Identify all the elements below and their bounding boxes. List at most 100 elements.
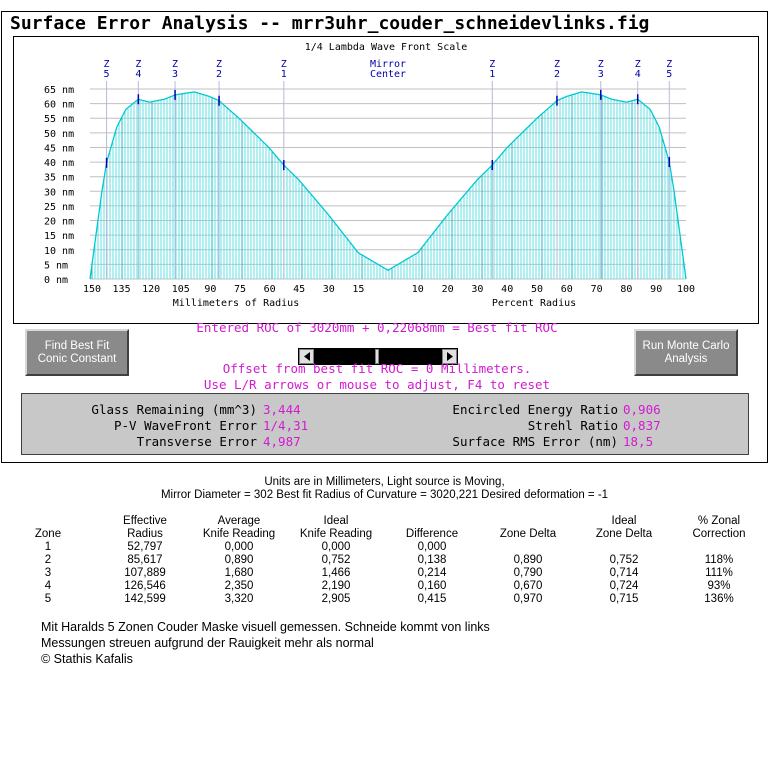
stats-panel: Glass Remaining (mm^3) 3,444 P-V WaveFro… <box>21 393 749 455</box>
glass-remaining-label: Glass Remaining (mm^3) <box>91 402 257 417</box>
info-line-2: Mirror Diameter = 302 Best fit Radius of… <box>160 489 609 501</box>
window-title: Surface Error Analysis -- mrr3uhr_couder… <box>8 12 652 36</box>
table-cell: 118% <box>704 554 734 566</box>
zone-marker-label: 4 <box>135 69 141 80</box>
mirror-center-label: Center <box>370 69 406 80</box>
table-header-cell: Knife Reading <box>299 528 373 540</box>
scroll-right-button[interactable] <box>442 349 457 364</box>
run-monte-carlo-button[interactable]: Run Monte Carlo Analysis <box>634 329 738 376</box>
table-cell: 1 <box>44 541 52 553</box>
table-cell: 0,890 <box>513 554 543 566</box>
zone-marker-label: 5 <box>104 69 110 80</box>
zone-marker-label: 2 <box>216 69 222 80</box>
zone-marker-label: Z <box>216 59 222 70</box>
x-tick-label-percent: 30 <box>471 284 483 295</box>
table-cell: 0,138 <box>417 554 447 566</box>
arrow-right-icon <box>446 352 453 361</box>
scroll-left-button[interactable] <box>299 349 314 364</box>
x-tick-label-mm: 135 <box>113 284 131 295</box>
x-tick-label-percent: 10 <box>412 284 424 295</box>
table-cell: 2,350 <box>224 580 254 592</box>
zone-marker-label: Z <box>281 59 287 70</box>
zone-marker-label: 2 <box>554 69 560 80</box>
table-cell: 0,752 <box>321 554 351 566</box>
table-cell: 126,546 <box>124 580 166 592</box>
zone-marker-label: Z <box>554 59 560 70</box>
x-tick-label-percent: 50 <box>531 284 543 295</box>
table-header-cell: Radius <box>127 528 163 540</box>
x-tick-label-percent: 20 <box>442 284 454 295</box>
rms-error-label: Surface RMS Error (nm) <box>452 434 618 449</box>
x-tick-label-mm: 15 <box>352 284 364 295</box>
zone-marker-label: 3 <box>598 69 604 80</box>
x-tick-label-percent: 80 <box>620 284 632 295</box>
table-cell: 111% <box>705 567 733 579</box>
note-line-1: Mit Haralds 5 Zonen Couder Maske visuell… <box>41 620 490 634</box>
wavefront-chart: 1/4 Lambda Wave Front Scale 65 nm 60 nm 55 … <box>13 36 759 324</box>
table-header-cell: Zone Delta <box>499 528 557 540</box>
analysis-window: Surface Error Analysis -- mrr3uhr_couder… <box>1 11 768 463</box>
x-tick-label-mm: 60 <box>264 284 276 295</box>
x-tick-label-percent: 40 <box>501 284 513 295</box>
y-tick-label: 35 nm <box>44 173 74 184</box>
x-tick-label-mm: 105 <box>172 284 190 295</box>
profile-outline <box>89 91 687 280</box>
zone-marker-label: Z <box>135 59 141 70</box>
scroll-thumb[interactable] <box>375 349 379 364</box>
rms-error-value: 18,5 <box>623 434 654 449</box>
find-best-fit-conic-button[interactable]: Find Best Fit Conic Constant <box>25 329 129 376</box>
table-header-cell: Effective <box>123 515 167 527</box>
zone-marker-label: 4 <box>635 69 641 80</box>
zone-marker-label: 3 <box>172 69 178 80</box>
x-tick-label-mm: 75 <box>234 284 246 295</box>
table-cell: 0,000 <box>321 541 351 553</box>
transverse-error-value: 4,987 <box>263 434 301 449</box>
y-tick-label: 40 nm <box>44 158 74 169</box>
chart-title: 1/4 Lambda Wave Front Scale <box>305 42 468 53</box>
table-cell: 0,000 <box>417 541 447 553</box>
info-line-1: Units are in Millimeters, Light source i… <box>264 476 505 488</box>
glass-remaining-value: 3,444 <box>263 402 301 417</box>
zone-marker-label: Z <box>489 59 495 70</box>
zone-marker-label: Z <box>172 59 178 70</box>
note-line-3: © Stathis Kafalis <box>41 652 133 666</box>
table-cell: 2,905 <box>321 593 351 605</box>
table-cell: 0,970 <box>513 593 543 605</box>
table-cell: 2,190 <box>321 580 351 592</box>
table-cell: 93% <box>707 580 731 592</box>
x-tick-label-mm: 150 <box>83 284 101 295</box>
note-line-2: Messungen streuen aufgrund der Rauigkeit… <box>41 636 374 650</box>
table-cell: 0,670 <box>513 580 543 592</box>
offset-text: Offset from best fit ROC = 0 Millimeters… <box>222 361 532 376</box>
table-header-cell: Difference <box>405 528 459 540</box>
table-cell: 0,752 <box>609 554 639 566</box>
x-tick-label-percent: 60 <box>561 284 573 295</box>
x-tick-label-mm: 120 <box>142 284 160 295</box>
mirror-center-label: Mirror <box>370 59 406 70</box>
y-tick-label: 10 nm <box>44 246 74 257</box>
x-axis-label-mm: Millimeters of Radius <box>173 298 299 309</box>
table-cell: 4 <box>44 580 52 592</box>
table-cell: 85,617 <box>127 554 163 566</box>
table-cell: 0,214 <box>417 567 447 579</box>
x-tick-label-percent: 100 <box>677 284 695 295</box>
x-tick-label-mm: 45 <box>293 284 305 295</box>
arrow-left-icon <box>303 352 310 361</box>
table-cell: 5 <box>44 593 52 605</box>
x-tick-label-mm: 30 <box>323 284 335 295</box>
zone-marker-label: Z <box>635 59 641 70</box>
table-cell: 0,714 <box>609 567 639 579</box>
roc-adjust-scrollbar[interactable] <box>298 348 458 365</box>
table-cell: 0,160 <box>417 580 447 592</box>
encircled-energy-value: 0,906 <box>623 402 661 417</box>
table-cell: 3 <box>44 567 52 579</box>
table-cell: 0,790 <box>513 567 543 579</box>
table-header-cell: Knife Reading <box>202 528 276 540</box>
x-axis-label-percent: Percent Radius <box>492 298 576 309</box>
hint-text: Use L/R arrows or mouse to adjust, F4 to… <box>203 377 551 392</box>
y-tick-label: 65 nm <box>44 85 74 96</box>
table-cell: 0,415 <box>417 593 447 605</box>
table-header-cell: Zone Delta <box>595 528 653 540</box>
y-tick-label: 20 nm <box>44 217 74 228</box>
y-tick-label: 55 nm <box>44 114 74 125</box>
